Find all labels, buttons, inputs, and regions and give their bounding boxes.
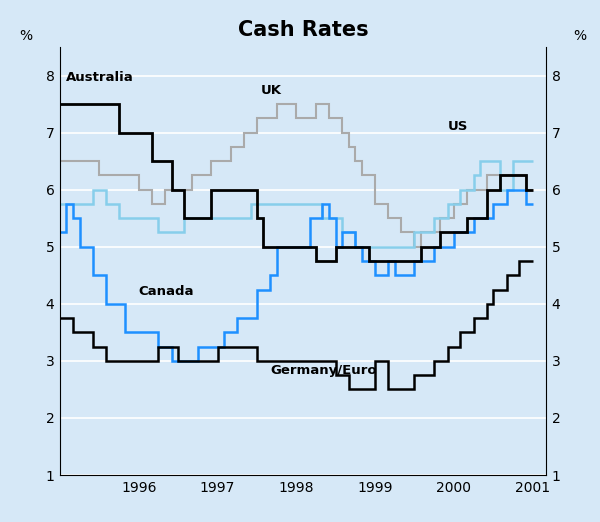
Text: Australia: Australia — [67, 71, 134, 84]
Text: US: US — [448, 120, 468, 133]
Text: %: % — [19, 29, 32, 43]
Text: Canada: Canada — [139, 285, 194, 298]
Title: Cash Rates: Cash Rates — [238, 20, 368, 40]
Text: %: % — [574, 29, 587, 43]
Text: Germany/Euro: Germany/Euro — [271, 364, 377, 377]
Text: UK: UK — [261, 84, 282, 97]
